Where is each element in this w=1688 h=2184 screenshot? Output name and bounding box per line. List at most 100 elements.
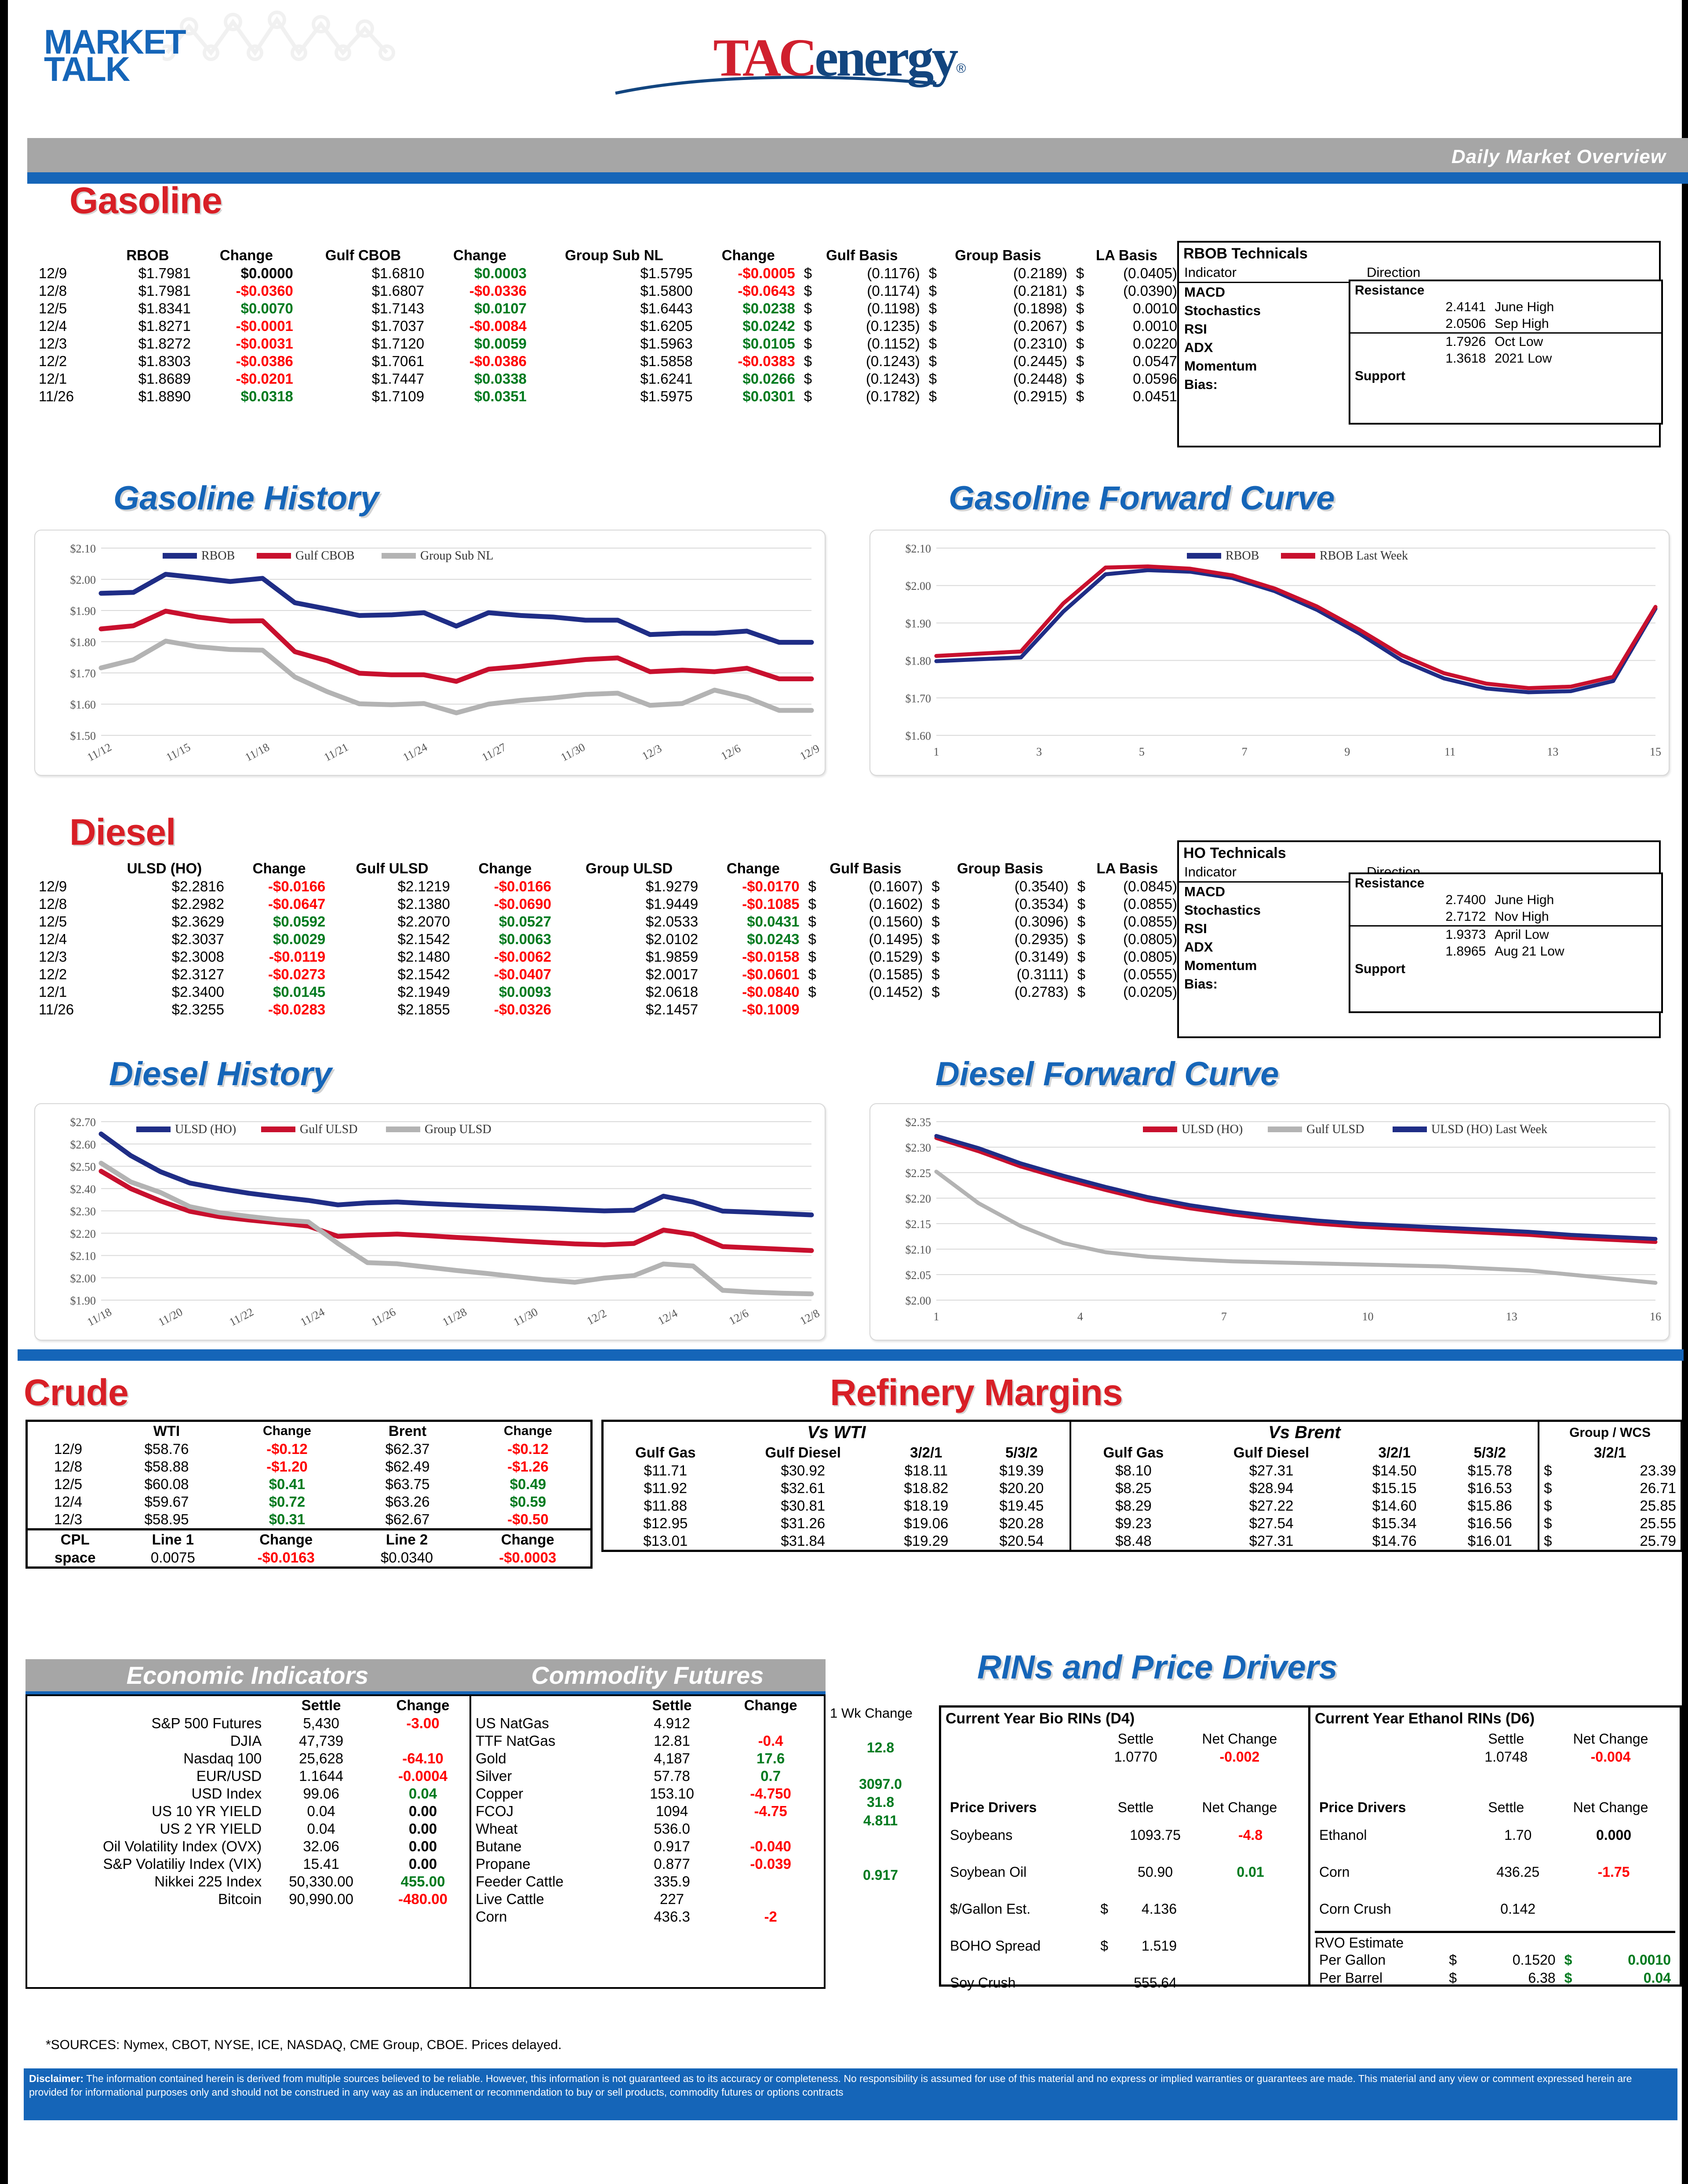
series-line-ulsd-ho- <box>98 1131 814 1217</box>
cell-brent-change: $0.49 <box>509 1476 546 1492</box>
table-row: 12/5 $60.08 $0.41 $63.75 $0.49 <box>28 1475 590 1493</box>
level-label: April Low <box>1490 925 1661 943</box>
bio-rins-net: -0.002 <box>1219 1749 1260 1765</box>
level-row: 1.3618 2021 Low <box>1350 350 1661 367</box>
list-item: Bitcoin 90,990.00 -480.00 <box>27 1890 469 1908</box>
driver-net <box>1215 1927 1286 1964</box>
logo-text-talk: TALK <box>44 50 130 88</box>
legend-swatch <box>257 553 291 559</box>
eco-name: Oil Volatility Index (OVX) <box>102 1838 262 1854</box>
cell-change: $0.0592 <box>273 913 326 930</box>
driver-settle: 1093.75 <box>1130 1827 1181 1843</box>
col-header: Group Basis <box>957 860 1044 876</box>
cell-wcs: 25.85 <box>1640 1497 1676 1514</box>
cell-price: $1.7037 <box>371 318 425 334</box>
crude-col-header: Change <box>504 1424 553 1438</box>
cell-vs-wti: $19.45 <box>973 1497 1071 1515</box>
crude-table: WTI Change Brent Change 12/9 $58.76 -$0.12 $62… <box>28 1422 590 1528</box>
gasoline-section-title: Gasoline <box>69 180 222 221</box>
cell-vs-wti: $11.92 <box>644 1480 688 1496</box>
y-tick-label: $2.70 <box>70 1116 96 1129</box>
x-tick-label: 11/28 <box>440 1305 469 1329</box>
diesel-forward-curve-title: Diesel Forward Curve <box>935 1055 1279 1093</box>
cell-change: -$0.0690 <box>494 896 552 912</box>
cell-change: $0.0000 <box>240 265 293 281</box>
cell-price: $1.5963 <box>640 335 693 352</box>
cell-price: $2.0102 <box>645 931 698 947</box>
col-header <box>34 859 100 878</box>
commodity-panel-header-wrap: Commodity Futures <box>469 1659 826 1699</box>
level-label: Aug 21 Low <box>1495 944 1564 959</box>
wcs-dollar: $ <box>1544 1480 1552 1496</box>
level-row: 2.4141 June High <box>1350 299 1661 316</box>
cmd-name: Silver <box>476 1768 512 1784</box>
cell-vs-wti: $13.01 <box>643 1533 688 1549</box>
cell-price: $2.1542 <box>397 966 450 982</box>
ho-technicals-title: HO Technicals <box>1183 845 1286 861</box>
x-tick-label: 12/6 <box>719 742 742 763</box>
col-header: ULSD (HO) <box>127 860 202 876</box>
eco-settle: 15.41 <box>303 1856 339 1872</box>
cell-change: $0.0238 <box>742 300 795 316</box>
y-tick-label: $2.50 <box>70 1161 96 1174</box>
legend-swatch <box>136 1127 171 1132</box>
x-tick-label: 13 <box>1506 1310 1517 1323</box>
crude-table-body: 12/9 $58.76 -$0.12 $62.37 -$0.12 12/8 $58.88 -$… <box>28 1440 590 1528</box>
cell-change: $0.0059 <box>474 335 527 352</box>
rbob-levels-box: Resistance 2.4141 June High 2.0506 Sep High… <box>1349 280 1663 425</box>
cell-vs-brent: $15.78 <box>1442 1462 1540 1479</box>
cell-vs-wti: $12.95 <box>643 1515 688 1531</box>
crude-col-header <box>28 1422 109 1440</box>
cmd-name: Propane <box>476 1856 531 1872</box>
cpl-col-header: Line 1 <box>152 1531 194 1548</box>
wcs-dollar: $ <box>1544 1462 1552 1479</box>
cell-basis: $0.0547 <box>1076 353 1177 369</box>
y-tick-label: $1.60 <box>70 698 96 711</box>
cell-price: $1.8890 <box>138 388 191 404</box>
cell-vs-wti: $19.06 <box>904 1515 949 1531</box>
cell-price: $1.6205 <box>640 318 693 334</box>
wcs-dollar: $ <box>1544 1533 1552 1549</box>
cell-vs-brent: $16.53 <box>1442 1479 1540 1497</box>
cell-vs-brent: $14.60 <box>1372 1497 1417 1514</box>
commodity-table: Settle Change US NatGas 4.912 TTF NatGas 12.… <box>471 1696 824 1926</box>
cell-price: $2.3037 <box>171 931 224 947</box>
gasoline-table-wrap: RBOB Change Gulf CBOB Change Group Sub NL Cha… <box>34 246 1182 405</box>
eth-drivers-net-header: Net Change <box>1573 1799 1648 1815</box>
technical-indicator: MACD <box>1184 284 1225 300</box>
cell-vs-wti: $11.71 <box>644 1462 688 1479</box>
table-row: 12/1 $2.3400 $0.0145 $2.1949 $0.0093 $2.0618 -… <box>34 983 1182 1001</box>
rvo-table: Per Gallon $0.1520 $0.0010 Per Barrel $6.38 $… <box>1315 1951 1675 1987</box>
cell-basis: $ (0.2181) <box>928 283 1067 299</box>
economic-table-box: Settle Change S&P 500 Futures 5,430 -3.00 DJ… <box>25 1694 469 1989</box>
rvo-value: $6.38 <box>1449 1970 1556 1986</box>
x-tick-label: 11/26 <box>369 1305 398 1329</box>
cmd-change <box>717 1715 824 1732</box>
cell-change: $0.0527 <box>498 913 552 930</box>
row-date: 12/9 <box>39 265 67 281</box>
cmd-name: FCOJ <box>476 1803 514 1819</box>
x-tick-label: 1 <box>934 745 939 758</box>
series-line-gulf-ulsd <box>98 1169 814 1253</box>
cell-price: $2.1855 <box>397 1001 450 1018</box>
y-tick-label: $1.50 <box>70 730 96 742</box>
col-header: Gulf CBOB <box>325 247 401 263</box>
table-row: 12/9 $2.2816 -$0.0166 $2.1219 -$0.0166 $1.927… <box>34 878 1182 895</box>
col-header: Change <box>721 247 775 263</box>
cell-vs-brent: $8.48 <box>1115 1533 1152 1549</box>
cell-change: -$0.0273 <box>268 966 326 982</box>
table-row: 12/4 $59.67 $0.72 $63.26 $0.59 <box>28 1493 590 1511</box>
rbob-levels-table: 2.4141 June High 2.0506 Sep High 1.7926 Oct L… <box>1350 299 1661 367</box>
table-row: 12/4 $1.8271 -$0.0001 $1.7037 -$0.0084 $1.620… <box>34 317 1182 335</box>
driver-row: Corn Crush 0.142 <box>1315 1890 1675 1927</box>
x-tick-label: 9 <box>1344 745 1350 758</box>
level-value: 1.7926 <box>1350 332 1491 350</box>
crude-table-header: WTI Change Brent Change <box>28 1422 590 1440</box>
cell-vs-wti: $19.39 <box>973 1462 1071 1479</box>
eco-change: 0.04 <box>408 1785 437 1802</box>
cmd-name: Live Cattle <box>476 1891 544 1907</box>
cell-basis: $ (0.2445) <box>928 353 1067 369</box>
list-item: Butane 0.917 -0.040 <box>471 1838 824 1855</box>
driver-settle: 1.70 <box>1504 1827 1532 1843</box>
row-date: 12/4 <box>54 1494 83 1510</box>
